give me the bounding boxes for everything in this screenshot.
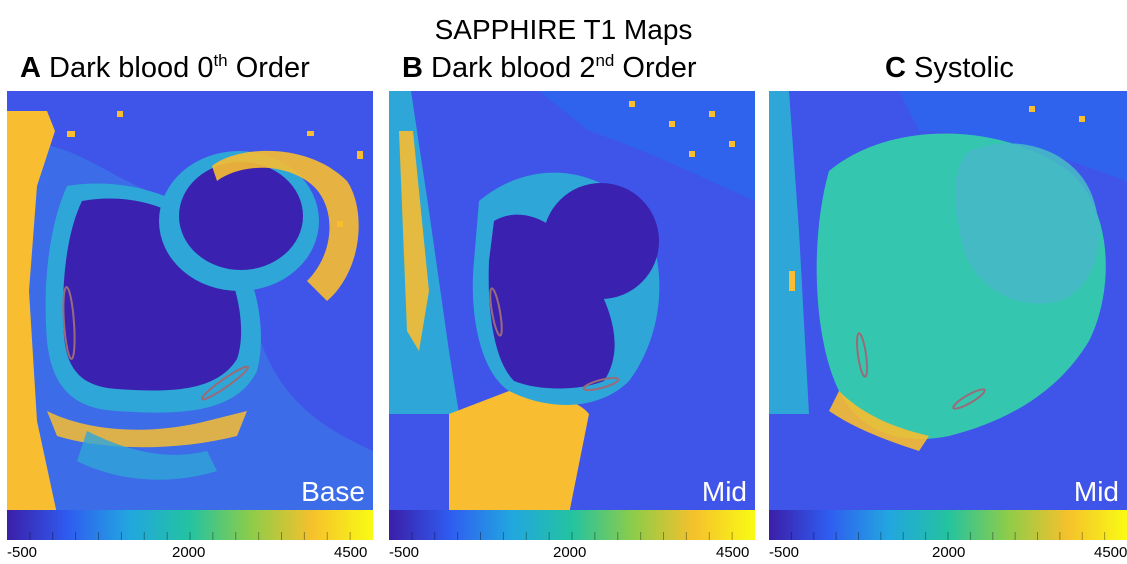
panel-a-t1-map: Base bbox=[7, 91, 373, 514]
panel-a-tick-min: -500 bbox=[7, 544, 38, 561]
panel-a-title-suffix: Order bbox=[227, 52, 310, 84]
panel-a-letter: A bbox=[20, 52, 41, 84]
panel-b-t1-map: Mid bbox=[389, 91, 755, 514]
panel-c-colorbar bbox=[769, 510, 1127, 540]
panel-c-title: Systolic bbox=[914, 52, 1014, 84]
panel-b-tick-max: 4500 bbox=[716, 544, 750, 561]
panel-c-tick-min: -500 bbox=[769, 544, 800, 561]
figure-title: SAPPHIRE T1 Maps bbox=[434, 14, 693, 45]
panel-a-slice-label: Base bbox=[301, 476, 365, 507]
panel-a-tick-max: 4500 bbox=[334, 544, 368, 561]
panel-c-t1-map: Mid bbox=[769, 91, 1127, 514]
panel-b-letter: B bbox=[402, 52, 423, 84]
panel-a-tick-mid: 2000 bbox=[172, 544, 206, 561]
panel-a-ordinal: th bbox=[213, 51, 228, 70]
panel-a-title: Dark blood 0 bbox=[49, 52, 214, 84]
panel-b-tick-mid: 2000 bbox=[553, 544, 587, 561]
panel-b-heading: B Dark blood 2nd Order bbox=[402, 51, 697, 85]
panel-a-colorbar bbox=[7, 510, 373, 540]
panel-a-heading: A Dark blood 0th Order bbox=[20, 51, 310, 85]
panel-c-letter: C bbox=[885, 52, 906, 84]
panel-b-colorbar bbox=[389, 510, 755, 540]
panel-c-slice-label: Mid bbox=[1073, 476, 1119, 507]
panel-b-slice-label: Mid bbox=[701, 476, 747, 507]
panel-c-heading: C Systolic bbox=[885, 51, 1014, 85]
panel-b-title-suffix: Order bbox=[614, 52, 697, 84]
panel-b-ordinal: nd bbox=[595, 51, 615, 70]
panel-c-tick-max: 4500 bbox=[1094, 544, 1127, 561]
panel-c-tick-mid: 2000 bbox=[932, 544, 966, 561]
panel-b-title: Dark blood 2 bbox=[431, 52, 596, 84]
panel-b-tick-min: -500 bbox=[389, 544, 420, 561]
